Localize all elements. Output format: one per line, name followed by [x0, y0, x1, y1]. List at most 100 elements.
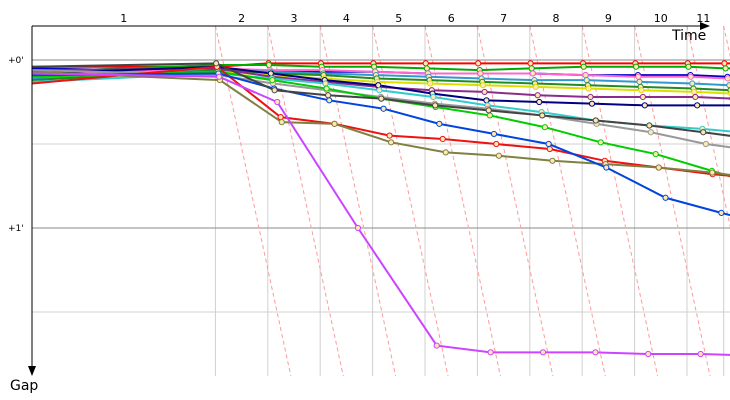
x-tick-label: 8	[553, 12, 560, 25]
data-point	[721, 60, 728, 67]
data-point	[213, 60, 220, 67]
data-point	[375, 82, 382, 89]
data-point	[687, 73, 694, 80]
data-point	[587, 93, 594, 101]
data-point	[493, 140, 500, 148]
x-tick-label: 3	[291, 12, 298, 25]
data-point	[580, 63, 587, 70]
data-point	[378, 95, 385, 102]
data-point	[718, 209, 725, 216]
data-point	[724, 75, 730, 82]
data-point	[700, 129, 707, 136]
lap-reference-line	[372, 25, 449, 377]
data-point	[354, 224, 362, 232]
data-point	[371, 63, 378, 70]
data-point	[485, 107, 492, 114]
data-point	[278, 119, 285, 126]
data-point	[277, 114, 284, 121]
data-point	[603, 164, 610, 171]
axes: Time Gap	[10, 22, 710, 394]
lap-reference-line	[634, 25, 711, 377]
data-point	[269, 77, 276, 84]
series-line	[31, 72, 730, 356]
data-point	[597, 139, 604, 146]
data-point	[432, 102, 439, 109]
data-point	[479, 82, 487, 89]
data-point	[541, 124, 548, 131]
data-point	[689, 80, 696, 87]
data-point	[433, 342, 440, 349]
data-point	[546, 145, 553, 153]
data-point	[430, 93, 437, 101]
data-point	[486, 112, 493, 119]
x-tick-labels: 123456789101112	[120, 12, 710, 25]
data-point	[216, 73, 223, 80]
data-point	[490, 130, 498, 138]
x-tick-label: 7	[500, 12, 507, 25]
data-point	[322, 80, 329, 87]
x-tick-label: 5	[395, 12, 402, 25]
data-point	[323, 85, 330, 92]
data-point	[387, 139, 395, 146]
data-point	[527, 60, 534, 67]
data-point	[592, 349, 599, 356]
data-point	[536, 98, 543, 106]
x-tick-label: 9	[605, 12, 612, 25]
data-point	[477, 70, 484, 77]
data-point	[271, 87, 278, 94]
data-point	[274, 98, 281, 106]
y-tick-label: +0'	[8, 56, 24, 66]
data-point	[692, 93, 699, 101]
data-point	[636, 78, 643, 85]
x-tick-label: 11	[696, 12, 710, 25]
data-point	[639, 93, 647, 101]
y-axis-arrow-icon	[28, 366, 36, 376]
data-point	[331, 120, 338, 127]
data-point	[439, 135, 446, 143]
data-point	[647, 129, 654, 136]
data-point	[583, 77, 590, 84]
data-point	[685, 63, 692, 70]
data-point	[267, 70, 274, 77]
x-tick-label: 6	[448, 12, 455, 25]
data-point	[483, 97, 490, 104]
data-point	[481, 88, 488, 96]
data-point	[588, 100, 596, 107]
x-tick-label: 10	[654, 12, 668, 25]
data-point	[652, 150, 659, 158]
data-point	[549, 157, 556, 164]
data-point	[532, 83, 539, 90]
data-point	[545, 140, 552, 148]
data-point	[495, 152, 503, 159]
data-point	[326, 97, 333, 104]
data-point	[386, 132, 393, 139]
data-point	[662, 194, 669, 201]
data-point	[539, 112, 546, 119]
data-point	[487, 349, 494, 356]
data-point	[475, 60, 482, 67]
data-point	[638, 87, 645, 94]
data-point	[694, 102, 701, 109]
lap-reference-line	[581, 25, 659, 377]
data-point	[534, 92, 541, 99]
lap-reference-line	[214, 25, 292, 377]
data-point	[436, 120, 443, 127]
y-tick-label: +1'	[8, 224, 24, 234]
data-point	[585, 85, 592, 92]
y-tick-labels: +0' +1'	[8, 56, 24, 234]
data-point	[641, 102, 648, 109]
lap-reference-line	[476, 25, 554, 377]
data-point	[265, 61, 273, 69]
x-tick-label: 1	[120, 12, 127, 25]
data-point	[633, 63, 640, 70]
x-tick-label: 2	[238, 12, 245, 25]
series-points	[213, 60, 730, 358]
data-point	[539, 349, 547, 356]
data-point	[646, 122, 653, 129]
data-point	[691, 88, 698, 96]
x-tick-label: 4	[343, 12, 350, 25]
x-axis-title: Time	[671, 28, 706, 44]
data-point	[645, 350, 652, 358]
y-axis-title: Gap	[10, 378, 38, 394]
data-point	[427, 80, 434, 87]
